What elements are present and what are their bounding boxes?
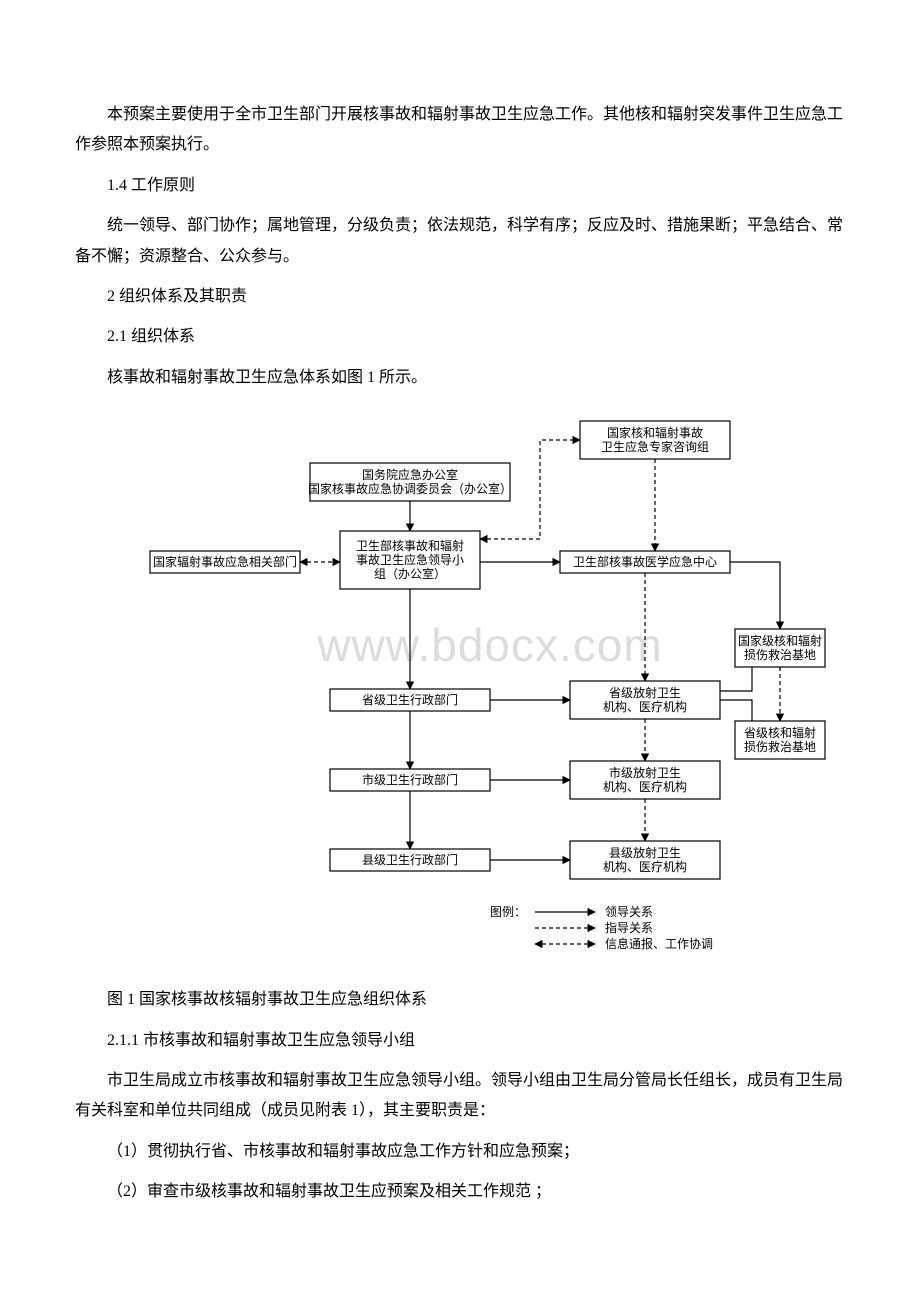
svg-text:县级放射卫生: 县级放射卫生 — [609, 845, 681, 860]
svg-text:卫生部核事故和辐射: 卫生部核事故和辐射 — [356, 538, 464, 553]
svg-text:省级核和辐射: 省级核和辐射 — [744, 725, 816, 740]
paragraph: 本预案主要使用于全市卫生部门开展核事故和辐射事故卫生应急工作。其他核和辐射突发事… — [75, 100, 845, 161]
figure-caption: 图 1 国家核事故核辐射事故卫生应急组织体系 — [75, 985, 845, 1015]
paragraph: （2）审查市级核事故和辐射事故卫生应预案及相关工作规范 ； — [75, 1177, 845, 1207]
svg-text:卫生应急专家咨询组: 卫生应急专家咨询组 — [601, 439, 709, 454]
svg-text:市级卫生行政部门: 市级卫生行政部门 — [362, 772, 458, 787]
paragraph: （1）贯彻执行省、市核事故和辐射事故应急工作方针和应急预案； — [75, 1137, 845, 1167]
svg-text:事故卫生应急领导小: 事故卫生应急领导小 — [356, 552, 464, 567]
svg-text:国务院应急办公室: 国务院应急办公室 — [362, 467, 458, 482]
svg-text:机构、医疗机构: 机构、医疗机构 — [603, 859, 687, 874]
svg-text:国家辐射事故应急相关部门: 国家辐射事故应急相关部门 — [153, 554, 297, 569]
svg-text:损伤救治基地: 损伤救治基地 — [744, 647, 816, 662]
svg-text:卫生部核事故医学应急中心: 卫生部核事故医学应急中心 — [573, 554, 717, 569]
svg-text:机构、医疗机构: 机构、医疗机构 — [603, 699, 687, 714]
svg-text:国家核和辐射事故: 国家核和辐射事故 — [607, 425, 703, 440]
svg-text:市级放射卫生: 市级放射卫生 — [609, 765, 681, 780]
svg-text:组（办公室）: 组（办公室） — [374, 566, 446, 581]
paragraph: 核事故和辐射事故卫生应急体系如图 1 所示。 — [75, 363, 845, 393]
svg-text:图例：: 图例： — [490, 905, 526, 919]
paragraph: 统一领导、部门协作；属地管理，分级负责；依法规范，科学有序；反应及时、措施果断；… — [75, 211, 845, 272]
svg-text:国家核事故应急协调委员会（办公室）: 国家核事故应急协调委员会（办公室） — [308, 481, 512, 496]
heading-2-1: 2.1 组织体系 — [75, 322, 845, 352]
svg-text:国家级核和辐射: 国家级核和辐射 — [738, 633, 822, 648]
svg-text:省级卫生行政部门: 省级卫生行政部门 — [362, 692, 458, 707]
svg-text:www.bdocx.com: www.bdocx.com — [316, 619, 662, 671]
paragraph: 市卫生局成立市核事故和辐射事故卫生应急领导小组。领导小组由卫生局分管局长任组长，… — [75, 1066, 845, 1127]
heading-2: 2 组织体系及其职责 — [75, 282, 845, 312]
heading-2-1-1: 2.1.1 市核事故和辐射事故卫生应急领导小组 — [75, 1026, 845, 1056]
svg-text:机构、医疗机构: 机构、医疗机构 — [603, 779, 687, 794]
svg-text:领导关系: 领导关系 — [605, 905, 653, 919]
svg-text:省级放射卫生: 省级放射卫生 — [609, 685, 681, 700]
svg-text:损伤救治基地: 损伤救治基地 — [744, 739, 816, 754]
svg-text:信息通报、工作协调: 信息通报、工作协调 — [605, 936, 713, 951]
svg-text:县级卫生行政部门: 县级卫生行政部门 — [362, 852, 458, 867]
svg-text:指导关系: 指导关系 — [605, 920, 653, 935]
org-flowchart: www.bdocx.com 国务院应急办公室国家核事故应急协调委员会（办公室） 国家… — [140, 411, 780, 971]
heading-1-4: 1.4 工作原则 — [75, 171, 845, 201]
